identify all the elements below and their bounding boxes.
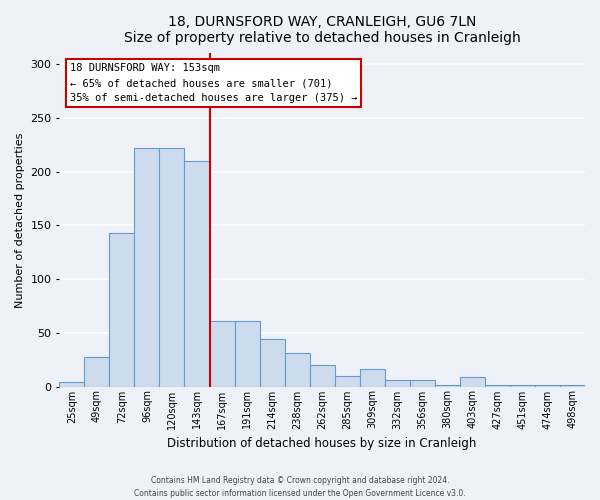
Bar — [284, 353, 310, 386]
Bar — [335, 376, 360, 386]
Text: Contains HM Land Registry data © Crown copyright and database right 2024.
Contai: Contains HM Land Registry data © Crown c… — [134, 476, 466, 498]
Y-axis label: Number of detached properties: Number of detached properties — [15, 132, 25, 308]
Title: 18, DURNSFORD WAY, CRANLEIGH, GU6 7LN
Size of property relative to detached hous: 18, DURNSFORD WAY, CRANLEIGH, GU6 7LN Si… — [124, 15, 521, 45]
Bar — [260, 339, 284, 386]
Bar — [109, 233, 134, 386]
Bar — [385, 380, 410, 386]
Bar — [360, 370, 385, 386]
Bar — [59, 382, 85, 386]
Bar — [460, 377, 485, 386]
Bar — [209, 321, 235, 386]
Bar — [134, 148, 160, 386]
Bar — [310, 365, 335, 386]
X-axis label: Distribution of detached houses by size in Cranleigh: Distribution of detached houses by size … — [167, 437, 477, 450]
Bar — [184, 161, 209, 386]
Text: 18 DURNSFORD WAY: 153sqm
← 65% of detached houses are smaller (701)
35% of semi-: 18 DURNSFORD WAY: 153sqm ← 65% of detach… — [70, 64, 358, 103]
Bar — [160, 148, 184, 386]
Bar — [410, 380, 435, 386]
Bar — [235, 321, 260, 386]
Bar — [85, 358, 109, 386]
